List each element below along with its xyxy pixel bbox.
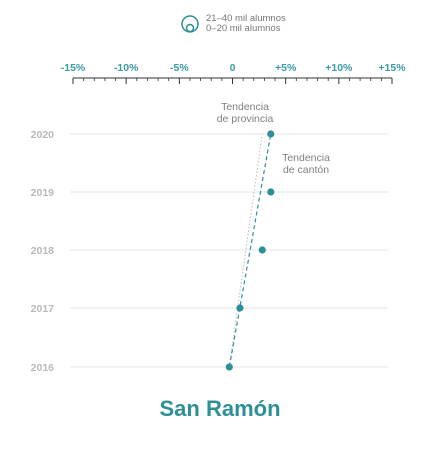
x-tick-label: -15% (61, 62, 86, 74)
dot-plot: -15% -10% -5% 0 +5% +10% +15% 2020 2019 2018 2017 2… (31, 62, 407, 374)
x-tick-label: -5% (170, 62, 189, 74)
year-label: 2018 (31, 245, 55, 257)
data-point-2019 (267, 188, 275, 196)
province-trend-label: Tendencia de provincia (217, 101, 274, 125)
data-point-2018 (258, 246, 266, 254)
year-label: 2016 (31, 362, 55, 374)
size-legend-icon (181, 15, 199, 33)
canton-trend-line (228, 133, 272, 368)
x-tick-label: +5% (275, 62, 297, 74)
legend-item-small: 0–20 mil alumnos (206, 23, 281, 34)
chart-title: San Ramón (159, 396, 281, 421)
data-point-2016 (225, 363, 233, 371)
year-label: 2020 (31, 129, 55, 141)
x-tick-label: +15% (378, 62, 406, 74)
data-point-2020 (267, 130, 275, 138)
legend: 21–40 mil alumnos 0–20 mil alumnos (180, 12, 340, 38)
x-tick-label: 0 (230, 62, 236, 74)
x-tick-label: +10% (325, 62, 353, 74)
x-tick-label: -10% (114, 62, 139, 74)
canton-trend-label: Tendencia de cantón (282, 152, 330, 176)
legend-item-large: 21–40 mil alumnos (206, 13, 286, 24)
year-label: 2017 (31, 303, 55, 315)
data-point-2017 (236, 304, 244, 312)
year-label: 2019 (31, 187, 55, 199)
province-trend-line (228, 133, 263, 368)
